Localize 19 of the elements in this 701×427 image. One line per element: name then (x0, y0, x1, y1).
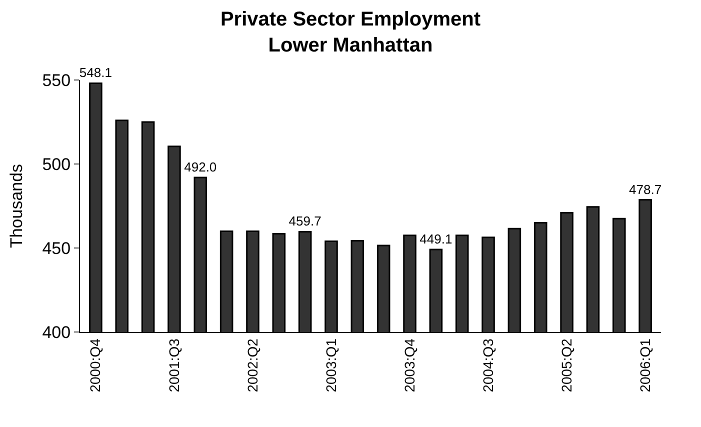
y-axis-title: Thousands (6, 164, 26, 248)
x-tick-label: 2004:Q3 (480, 338, 496, 392)
y-tick-label: 500 (42, 154, 71, 174)
chart-title: Private Sector Employment Lower Manhattan (220, 8, 481, 57)
data-label: 478.7 (629, 182, 662, 197)
data-label: 459.7 (288, 214, 322, 229)
data-label: 492.0 (184, 159, 217, 174)
x-tick-label: 2002:Q2 (244, 338, 260, 392)
x-tick-label: 2005:Q2 (558, 338, 574, 392)
y-tick-label: 550 (42, 70, 71, 90)
y-tick-label: 450 (42, 238, 71, 258)
x-tick-label: 2003:Q1 (322, 338, 339, 392)
x-tick-label: 2003:Q4 (401, 338, 418, 392)
x-tick-label: 2001:Q3 (166, 338, 182, 392)
x-tick-label: 2006:Q1 (636, 338, 653, 392)
y-tick-label: 400 (42, 322, 71, 342)
x-tick-label: 2000:Q4 (87, 338, 104, 392)
data-label: 548.1 (79, 65, 112, 80)
data-label: 449.1 (420, 232, 452, 247)
